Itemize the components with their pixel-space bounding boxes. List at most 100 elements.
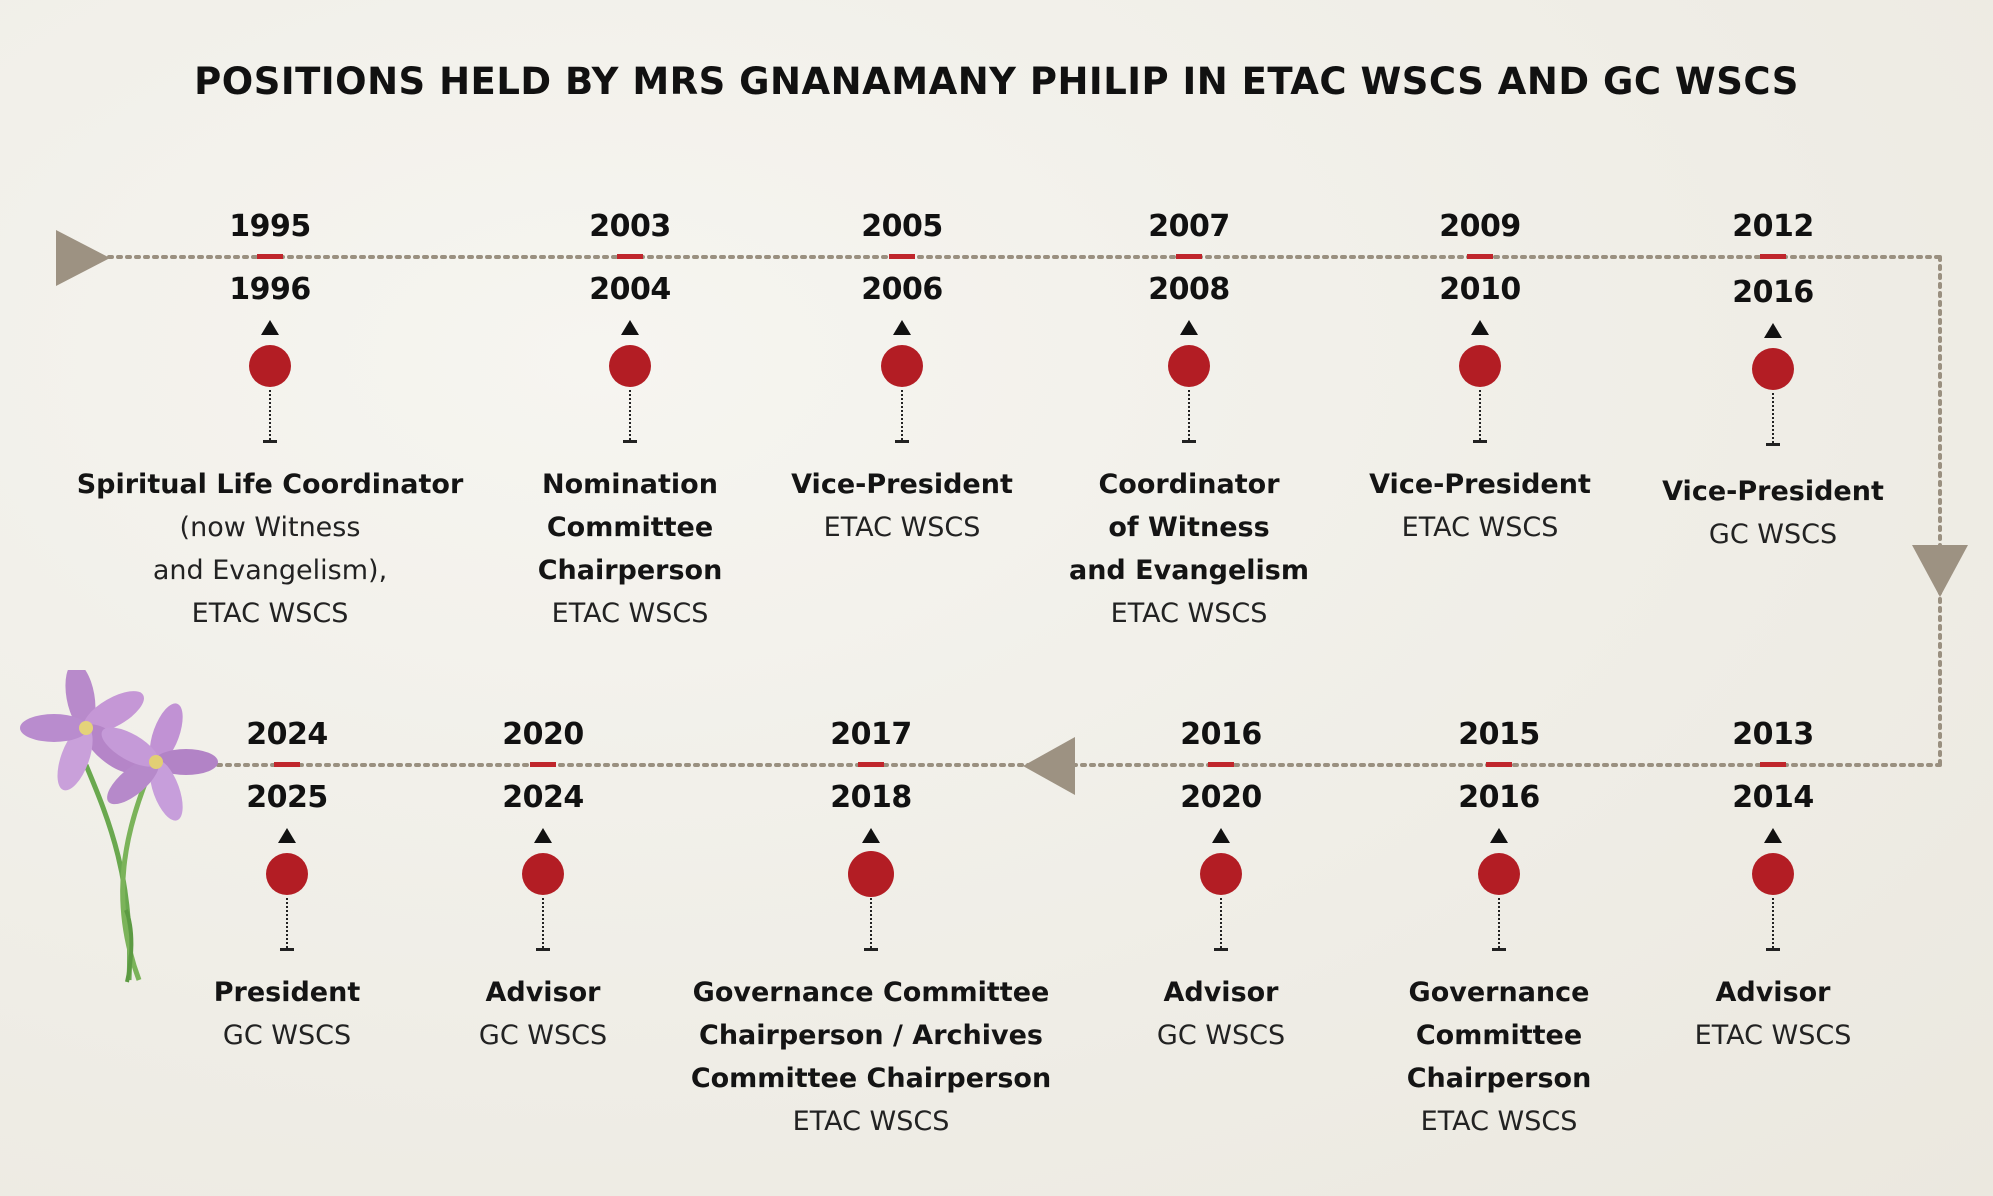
role-title: Governance Committee Chairperson / Archi… <box>690 977 1052 1094</box>
role-title: Nomination Committee Chairperson <box>537 469 723 586</box>
event-marker <box>1200 853 1242 895</box>
event-label: Spiritual Life Coordinator (now Witness … <box>60 463 480 635</box>
role-title: Advisor <box>485 977 601 1008</box>
page-title: POSITIONS HELD BY MRS GNANAMANY PHILIP I… <box>194 60 1799 103</box>
stem-tick <box>895 440 909 443</box>
marker-stem <box>901 390 903 440</box>
end-year: 2018 <box>830 780 912 815</box>
organization: GC WSCS <box>222 1020 352 1051</box>
marker-stem <box>286 898 288 948</box>
end-year: 2006 <box>861 272 943 307</box>
arrow-up-icon <box>1180 320 1198 335</box>
role-title: Vice-President <box>1369 469 1591 500</box>
event-marker <box>848 851 894 897</box>
start-year: 1995 <box>229 209 311 244</box>
event-label: Governance Committee Chairperson ETAC WS… <box>1289 971 1709 1143</box>
event-marker <box>1752 348 1794 390</box>
organization: GC WSCS <box>1156 1020 1286 1051</box>
marker-stem <box>1220 898 1222 948</box>
arrow-up-icon <box>278 828 296 843</box>
arrow-up-icon <box>893 320 911 335</box>
flower-right <box>101 703 218 821</box>
role-title: Advisor <box>1715 977 1831 1008</box>
year-dash <box>1760 254 1786 259</box>
year-dash <box>1760 762 1786 767</box>
organization: ETAC WSCS <box>1694 1020 1852 1051</box>
stem-tick <box>1766 443 1780 446</box>
role-title: Vice-President <box>791 469 1013 500</box>
event-label: Vice-President GC WSCS <box>1563 470 1983 556</box>
year-dash <box>274 762 300 767</box>
event-label: Vice-President ETAC WSCS <box>692 463 1112 549</box>
marker-stem <box>1498 898 1500 948</box>
organization: ETAC WSCS <box>1110 598 1268 629</box>
start-year: 2015 <box>1458 717 1540 752</box>
role-title: President <box>213 977 361 1008</box>
role-title: Advisor <box>1163 977 1279 1008</box>
event-marker <box>249 345 291 387</box>
event-label: Governance Committee Chairperson / Archi… <box>661 971 1081 1143</box>
event-marker <box>609 345 651 387</box>
flower-illustration <box>20 670 218 983</box>
marker-stem <box>1188 390 1190 440</box>
start-year: 2020 <box>502 717 584 752</box>
start-year: 2013 <box>1732 717 1814 752</box>
start-arrow-icon <box>56 230 110 286</box>
marker-stem <box>1772 898 1774 948</box>
end-year: 2004 <box>589 272 671 307</box>
role-title: Spiritual Life Coordinator <box>76 469 464 500</box>
stem-tick <box>1473 440 1487 443</box>
organization: (now Witness and Evangelism), ETAC WSCS <box>152 512 388 629</box>
stem-tick <box>536 948 550 951</box>
event-marker <box>1478 853 1520 895</box>
arrow-up-icon <box>1471 320 1489 335</box>
role-title: Governance Committee Chairperson <box>1406 977 1592 1094</box>
event-label: Advisor GC WSCS <box>333 971 753 1057</box>
year-dash <box>617 254 643 259</box>
role-title: Vice-President <box>1662 476 1884 507</box>
event-marker <box>1168 345 1210 387</box>
event-marker <box>522 853 564 895</box>
stem-tick <box>1766 948 1780 951</box>
event-label: President GC WSCS <box>77 971 497 1057</box>
arrow-up-icon <box>1764 828 1782 843</box>
organization: ETAC WSCS <box>1401 512 1559 543</box>
organization: ETAC WSCS <box>551 598 709 629</box>
end-year: 2008 <box>1148 272 1230 307</box>
event-marker <box>266 853 308 895</box>
stem-tick <box>864 948 878 951</box>
down-arrow-icon <box>1912 545 1968 597</box>
end-year: 1996 <box>229 272 311 307</box>
start-year: 2003 <box>589 209 671 244</box>
marker-stem <box>1772 393 1774 443</box>
stem-tick <box>1214 948 1228 951</box>
year-dash <box>530 762 556 767</box>
start-year: 2012 <box>1732 209 1814 244</box>
event-label: Vice-President ETAC WSCS <box>1270 463 1690 549</box>
organization: GC WSCS <box>478 1020 608 1051</box>
left-arrow-icon <box>1023 737 1075 795</box>
marker-stem <box>542 898 544 948</box>
year-dash <box>1176 254 1202 259</box>
event-label: Advisor ETAC WSCS <box>1563 971 1983 1057</box>
event-marker <box>1459 345 1501 387</box>
year-dash <box>858 762 884 767</box>
year-dash <box>1486 762 1512 767</box>
stem-tick <box>623 440 637 443</box>
arrow-up-icon <box>1212 828 1230 843</box>
start-year: 2007 <box>1148 209 1230 244</box>
end-year: 2016 <box>1732 275 1814 310</box>
end-year: 2020 <box>1180 780 1262 815</box>
arrow-up-icon <box>862 828 880 843</box>
arrow-up-icon <box>534 828 552 843</box>
start-year: 2005 <box>861 209 943 244</box>
stem-tick <box>263 440 277 443</box>
organization: ETAC WSCS <box>823 512 981 543</box>
year-dash <box>257 254 283 259</box>
start-year: 2009 <box>1439 209 1521 244</box>
event-label: Advisor GC WSCS <box>1011 971 1431 1057</box>
start-year: 2016 <box>1180 717 1262 752</box>
event-marker <box>881 345 923 387</box>
flower-left <box>20 670 144 791</box>
